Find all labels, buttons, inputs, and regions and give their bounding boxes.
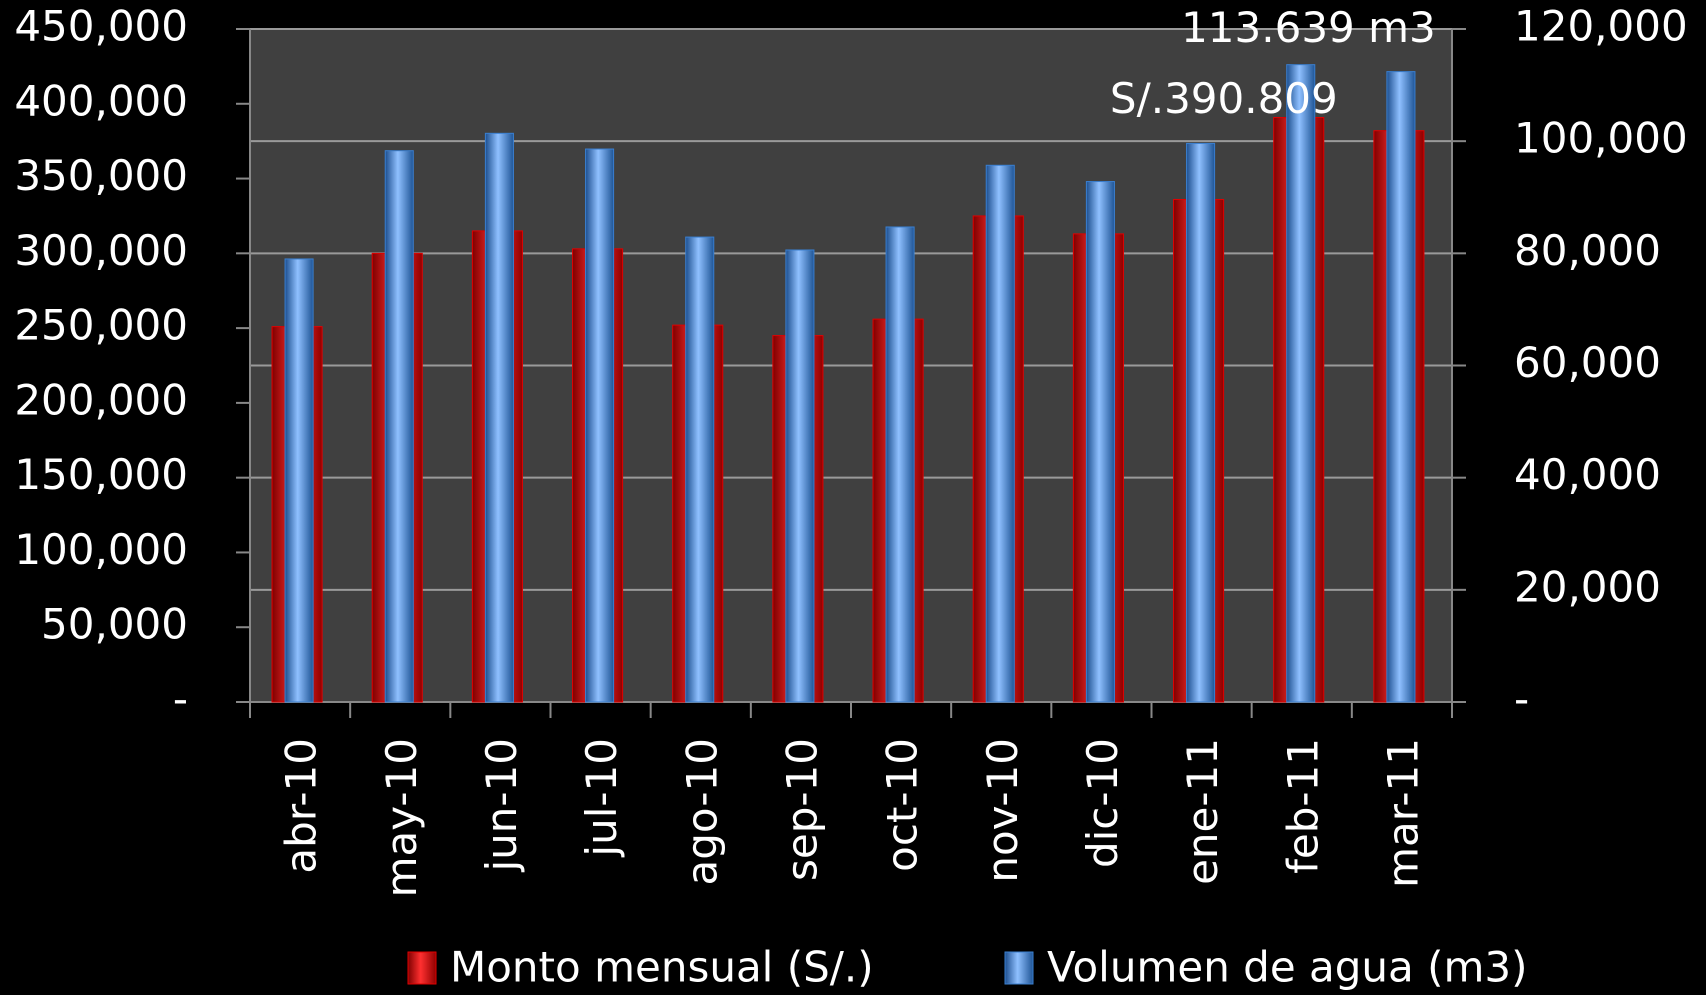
y-tick-label: 150,000 [14, 450, 188, 499]
y2-tick-label: 120,000 [1514, 2, 1688, 51]
x-tick-label: mar-11 [1378, 738, 1427, 888]
x-tick-label: jun-10 [477, 738, 526, 873]
bar [484, 132, 514, 703]
x-tick-label: may-10 [377, 738, 426, 897]
x-tick-label: ene-11 [1178, 738, 1227, 885]
bar [885, 226, 915, 703]
y2-tick-label: 20,000 [1514, 562, 1661, 611]
bar [785, 249, 815, 703]
y2-tick-label: - [1514, 675, 1529, 724]
legend-label: Volumen de agua (m3) [1047, 943, 1528, 992]
x-tick-label: jul-10 [577, 738, 626, 858]
x-tick-label: feb-11 [1278, 738, 1327, 874]
bar [1186, 142, 1216, 703]
bar [585, 148, 615, 703]
y-tick-label: 300,000 [14, 226, 188, 275]
y-tick-label: 100,000 [14, 525, 188, 574]
y2-tick-label: 80,000 [1514, 226, 1661, 275]
bar [1286, 64, 1316, 703]
bar [384, 150, 414, 703]
y-tick-label: 250,000 [14, 301, 188, 350]
y-tick-label: 200,000 [14, 375, 188, 424]
legend-swatch [407, 951, 437, 985]
bar [284, 258, 314, 703]
y-tick-label: 400,000 [14, 76, 188, 125]
legend-label: Monto mensual (S/.) [450, 943, 874, 992]
y-tick-label: 50,000 [41, 600, 188, 649]
legend-swatch [1004, 951, 1034, 985]
data-label: S/.390.809 [1110, 74, 1338, 123]
bar [685, 236, 715, 703]
bar [1386, 71, 1416, 703]
x-tick-label: dic-10 [1078, 738, 1127, 868]
y2-tick-label: 40,000 [1514, 450, 1661, 499]
x-tick-label: nov-10 [978, 738, 1027, 883]
y-tick-label: 350,000 [14, 151, 188, 200]
y2-tick-label: 60,000 [1514, 338, 1661, 387]
bar [985, 164, 1015, 703]
y2-tick-label: 100,000 [1514, 114, 1688, 163]
y-tick-label: 450,000 [14, 2, 188, 51]
x-tick-label: oct-10 [878, 738, 927, 872]
x-tick-label: sep-10 [777, 738, 826, 881]
x-tick-label: abr-10 [277, 738, 326, 874]
y-tick-label: - [173, 675, 188, 724]
x-tick-label: ago-10 [677, 738, 726, 885]
bar [1085, 181, 1115, 703]
data-label: 113.639 m3 [1181, 3, 1436, 52]
